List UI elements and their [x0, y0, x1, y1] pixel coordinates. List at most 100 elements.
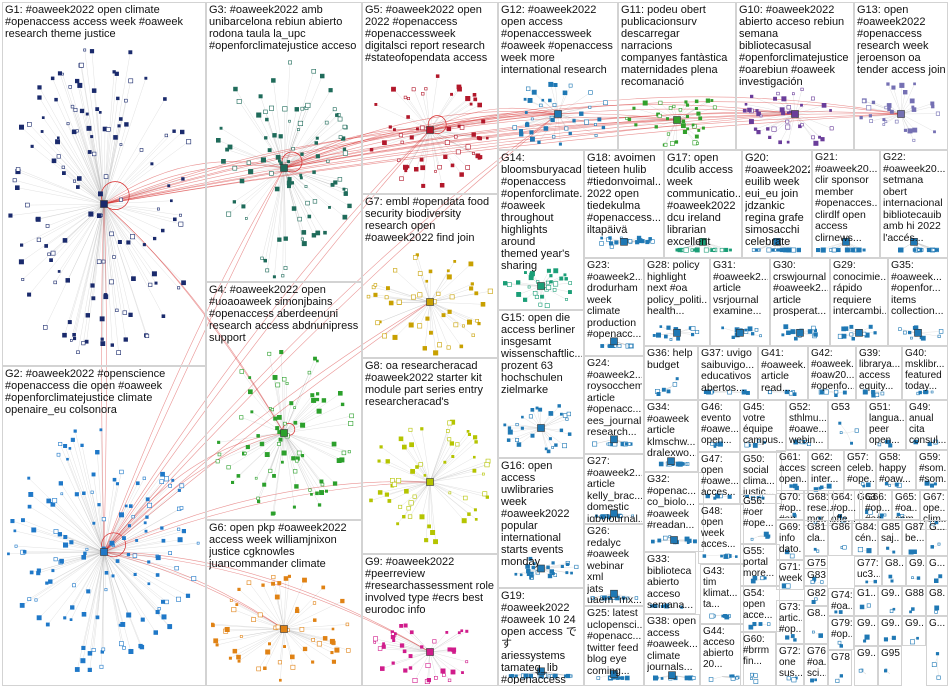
group-box-g21: G21: #oaweek20... clir sponsor member #o… [812, 150, 880, 258]
edge [517, 427, 542, 441]
edge [755, 113, 796, 130]
edge [38, 551, 105, 574]
edge [16, 545, 105, 553]
edge [230, 628, 285, 659]
node-g1 [15, 167, 21, 172]
group-label-g19: G19: #oaweek2022 #oaweek 10 24 open acce… [501, 590, 577, 684]
group-box-g99: G8... [926, 586, 948, 616]
edge [900, 113, 914, 141]
group-label-g99: G8... [929, 588, 946, 599]
edge [283, 432, 296, 472]
node-g1 [98, 191, 103, 197]
edge [103, 52, 131, 205]
edge [422, 129, 431, 168]
edge [45, 203, 105, 328]
group-box-g23: G23: #oaweek2... drodurham week climate … [584, 258, 644, 356]
edge [429, 301, 483, 305]
group-label-g91: G1... [857, 588, 876, 599]
group-label-g97: G... [929, 558, 946, 569]
edge [429, 481, 488, 498]
group-box-g81: G81: cla... [804, 520, 828, 556]
edge [103, 203, 112, 234]
intergroup-edge [103, 551, 431, 653]
edge [405, 129, 431, 168]
edge [429, 651, 467, 662]
group-label-g93: G9... [881, 618, 900, 629]
group-box-g52: G52: sthlmu... #oawe... webin... [786, 400, 828, 450]
edge [93, 203, 105, 299]
edge [47, 203, 105, 227]
group-label-g73: G73: artic... #op... [779, 602, 802, 635]
edge [429, 437, 476, 483]
group-label-g51: G51: langua... peer open... [869, 402, 904, 446]
group-box-g62: G62: screen inter... [808, 450, 844, 494]
node-g1 [77, 176, 82, 181]
edge [38, 203, 105, 240]
group-label-g81: G81: cla... [807, 522, 826, 544]
group-label-g7: G7: embl #opendata food security biodive… [365, 196, 490, 244]
edge [272, 583, 285, 630]
group-box-g47: G47: open #oawe... acces... [698, 452, 740, 504]
node-g1 [173, 217, 177, 222]
edge [704, 554, 722, 557]
group-label-g87: G87: be... [905, 522, 924, 544]
edge [417, 254, 431, 303]
group-box-g60: G60: #brrm fin... [740, 632, 776, 686]
edge [50, 203, 105, 261]
group-box-g25: G25: latest uclopensci... #openacc... tw… [584, 606, 644, 686]
group-label-g17: G17: open dculib access week communicati… [667, 152, 740, 248]
node-g1 [37, 85, 42, 90]
edge [540, 418, 567, 429]
group-label-g31: G31: #oaweek2... article vsrjournal exam… [713, 260, 768, 317]
edge [406, 481, 431, 492]
edge [248, 582, 285, 630]
node-g1 [53, 280, 57, 285]
edge [413, 89, 431, 131]
group-label-g44: G44: acceso abierto 20... [703, 626, 735, 670]
edge [212, 625, 285, 630]
edge [61, 493, 105, 553]
edge [283, 432, 323, 485]
node-g1 [65, 278, 71, 283]
edge [57, 141, 105, 205]
edge [424, 301, 431, 349]
edge [429, 456, 453, 483]
edge [71, 542, 105, 553]
group-label-g6: G6: open pkp #oaweek2022 access week wil… [209, 522, 347, 570]
edge [283, 114, 339, 169]
edge [231, 600, 285, 630]
intergroup-edge [103, 113, 796, 205]
edge [73, 551, 105, 586]
group-label-g15: G15: open die access berliner insgesamt … [501, 312, 582, 396]
node-g1 [87, 150, 92, 154]
edge [59, 73, 105, 205]
edge [758, 113, 796, 133]
edge [283, 167, 316, 202]
group-box-g70: G70: #op... #op... [776, 490, 804, 520]
edge [282, 167, 285, 276]
edge [283, 167, 286, 268]
edge [429, 441, 477, 483]
group-label-g59: G59: #som... #som... [919, 452, 946, 485]
edge [103, 551, 164, 602]
edge [386, 481, 431, 495]
group-box-g69: G69: info dato... [776, 520, 804, 560]
edge [557, 102, 606, 115]
group-label-g80: G8... [807, 608, 826, 619]
node-g1 [151, 271, 157, 277]
edge [103, 203, 126, 340]
edge [381, 446, 431, 483]
edge [103, 203, 181, 216]
node-g1 [50, 76, 55, 81]
edge [103, 203, 175, 220]
group-box-g44: G44: acceso abierto 20... [700, 624, 744, 686]
group-box-g97: G... [926, 556, 948, 586]
group-label-g13: G13: open #oaweek2022 #openaccess resear… [857, 4, 946, 76]
edge [751, 96, 796, 115]
node-g1 [75, 129, 79, 133]
edge [27, 203, 105, 206]
edge [99, 203, 105, 262]
edge [52, 203, 105, 254]
group-box-g5: G5: #oaweek2022 open 2022 #openaccess #o… [362, 2, 498, 194]
